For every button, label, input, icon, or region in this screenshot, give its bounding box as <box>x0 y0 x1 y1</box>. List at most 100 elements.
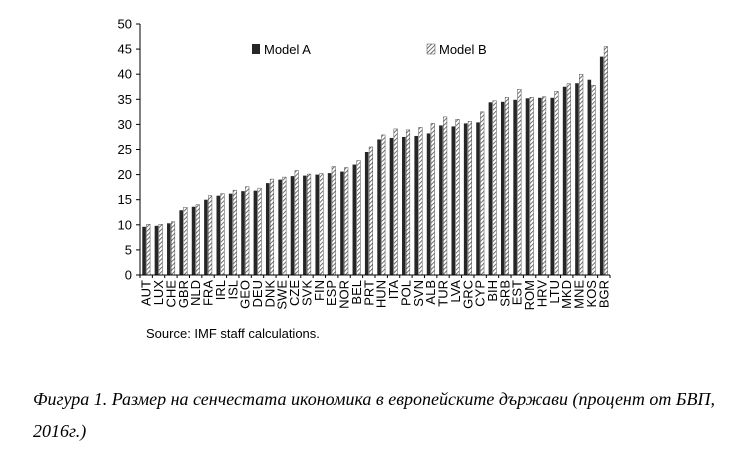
bar-model-b-che <box>170 221 176 276</box>
legend: Model A Model B <box>252 42 487 57</box>
bar-model-a-nor <box>340 171 344 275</box>
bar-model-a-lux <box>154 225 159 275</box>
x-tick-label-grc: GRC <box>460 280 475 309</box>
bar-model-b-prt <box>368 146 373 276</box>
x-tick-label-alb: ALB <box>423 280 438 305</box>
x-tick-label-ltu: LTU <box>547 280 562 304</box>
bar-model-b-fra <box>208 195 213 276</box>
bar-model-b-irl <box>220 193 225 276</box>
bar-model-a-cze <box>290 176 295 275</box>
bar-model-a-grc <box>463 123 468 276</box>
legend-swatch-model-b <box>426 43 436 55</box>
bar-model-b-lva <box>455 119 460 276</box>
bar-model-a-svk <box>303 175 307 275</box>
bar-model-a-est <box>513 99 517 275</box>
bar-model-a-gbr <box>179 210 183 275</box>
bar-model-b-bih <box>492 100 497 276</box>
bar-model-b-pol <box>405 129 411 276</box>
x-tick-label-geo: GEO <box>238 280 253 309</box>
bar-model-a-deu <box>253 190 258 275</box>
bar-model-a-isl <box>228 193 233 275</box>
bar-model-a-che <box>167 223 171 275</box>
x-tick-label-svn: SVN <box>411 280 426 307</box>
bar-model-a-cyp <box>476 122 480 275</box>
y-tick-label: 50 <box>118 17 132 32</box>
bars <box>142 46 608 276</box>
x-tick-label-bgr: BGR <box>596 280 611 308</box>
bar-model-b-dnk <box>269 178 275 276</box>
y-tick-label: 45 <box>118 42 132 57</box>
x-tick-label-nor: NOR <box>337 280 352 309</box>
bar-model-b-ltu <box>554 91 559 276</box>
bar-model-b-tur <box>443 116 448 276</box>
x-axis: AUTLUXCHEGBRNLDFRAIRLISLGEODEUDNKSWECZES… <box>139 274 611 310</box>
bar-model-a-swe <box>278 179 282 275</box>
x-tick-label-che: CHE <box>163 280 178 308</box>
x-tick-label-nld: NLD <box>188 280 203 306</box>
source-note: Source: IMF staff calculations. <box>146 326 320 341</box>
y-tick-label: 20 <box>118 167 132 182</box>
x-tick-label-mne: MNE <box>572 280 587 309</box>
y-tick-label: 25 <box>118 142 132 157</box>
y-axis: 0 5 10 15 20 25 30 35 40 45 50 <box>118 17 141 283</box>
x-tick-label-kos: KOS <box>584 280 599 308</box>
x-tick-label-aut: AUT <box>139 280 154 306</box>
x-tick-label-prt: PRT <box>361 280 376 306</box>
x-tick-label-hrv: HRV <box>534 280 549 308</box>
y-tick-label: 15 <box>118 192 132 207</box>
bar-model-a-hrv <box>538 97 542 275</box>
x-tick-label-hun: HUN <box>374 280 389 308</box>
x-tick-label-irl: IRL <box>213 280 228 300</box>
bar-model-a-bel <box>352 164 357 275</box>
bar-model-b-hun <box>381 134 386 276</box>
bar-model-a-nld <box>191 206 196 275</box>
bar-model-a-srb <box>500 101 505 275</box>
bar-model-a-kos <box>587 79 592 275</box>
bar-model-b-nld <box>195 204 200 276</box>
bar-model-b-ita <box>393 128 398 276</box>
bar-model-b-grc <box>467 121 472 276</box>
legend-label-model-a: Model A <box>264 42 311 57</box>
x-tick-label-esp: ESP <box>324 280 339 306</box>
bar-model-b-mne <box>579 73 584 276</box>
x-tick-label-mkd: MKD <box>559 280 574 309</box>
bar-model-a-bih <box>488 102 493 275</box>
bar-model-b-lux <box>158 224 163 276</box>
x-tick-label-gbr: GBR <box>176 280 191 308</box>
figure-caption: Фигура 1. Размер на сенчестата икономика… <box>33 389 715 441</box>
bar-model-a-mne <box>575 83 579 276</box>
bar-model-b-swe <box>282 176 287 276</box>
y-tick-label: 40 <box>118 67 132 82</box>
bar-model-a-fin <box>315 174 320 275</box>
x-tick-label-lux: LUX <box>151 280 166 306</box>
bar-model-a-fra <box>204 199 208 275</box>
bar-model-a-prt <box>364 152 369 275</box>
x-tick-label-svk: SVK <box>299 280 314 306</box>
bar-model-b-geo <box>245 186 250 276</box>
bar-model-b-rom <box>529 97 534 276</box>
bar-model-b-est <box>517 89 522 276</box>
bar-model-b-alb <box>430 123 435 276</box>
bar-model-a-alb <box>426 133 431 275</box>
x-tick-label-dnk: DNK <box>262 280 277 308</box>
bar-model-b-isl <box>232 189 237 276</box>
bar-model-a-geo <box>241 191 245 275</box>
x-tick-label-ita: ITA <box>386 280 401 300</box>
bar-model-b-mkd <box>566 83 571 276</box>
bar-model-a-dnk <box>265 183 270 275</box>
bar-model-a-hun <box>377 139 381 275</box>
x-tick-label-tur: TUR <box>436 280 451 307</box>
x-tick-label-swe: SWE <box>275 280 290 310</box>
y-tick-label: 10 <box>118 217 132 232</box>
x-tick-label-fra: FRA <box>201 280 216 306</box>
bar-model-b-gbr <box>183 206 188 276</box>
y-tick-label: 5 <box>125 242 132 257</box>
bar-model-a-lva <box>451 126 456 276</box>
bar-model-b-aut <box>146 224 151 276</box>
x-tick-label-fin: FIN <box>312 280 327 301</box>
x-tick-label-deu: DEU <box>250 280 265 307</box>
y-tick-label: 35 <box>118 92 132 107</box>
bar-model-a-bgr <box>599 56 604 275</box>
legend-swatch-model-a <box>252 44 260 54</box>
